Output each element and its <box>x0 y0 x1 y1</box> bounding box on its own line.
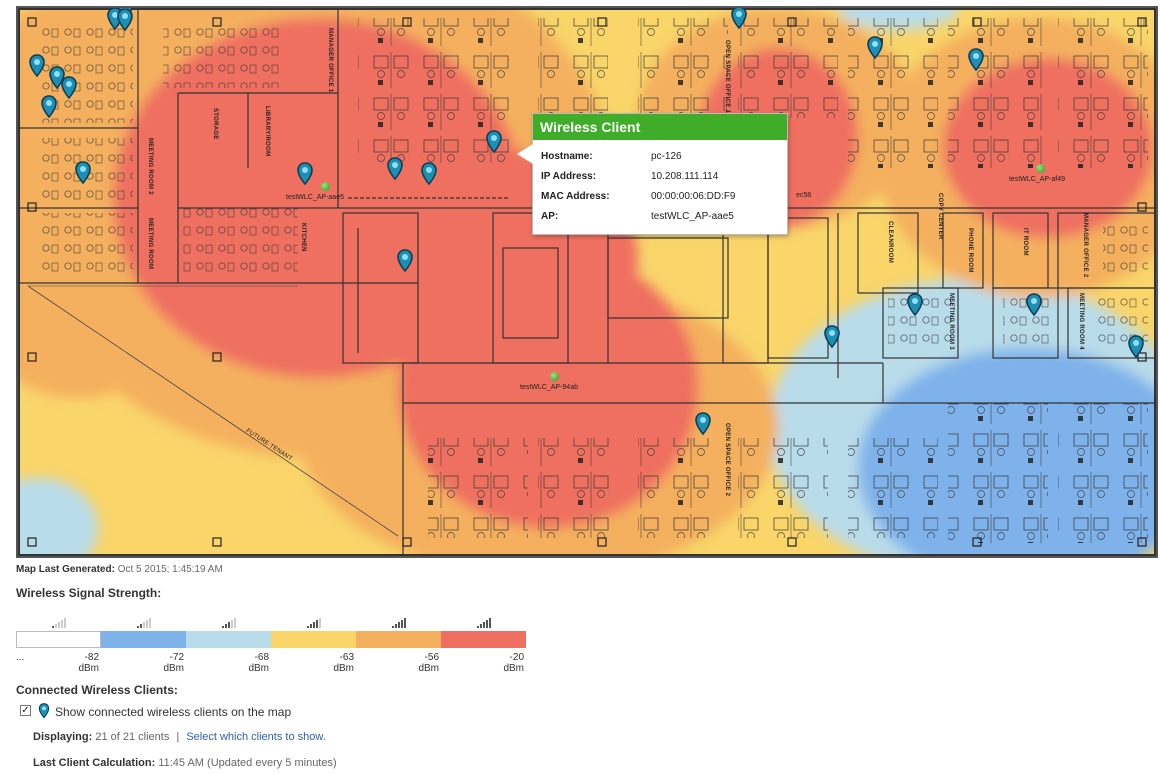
signal-bars-icon <box>477 615 491 628</box>
client-pin-icon[interactable] <box>75 161 91 185</box>
access-point-icon <box>1036 164 1045 173</box>
legend-label: -82 dBm <box>78 652 99 674</box>
legend-swatch <box>271 631 356 648</box>
client-pin-icon[interactable] <box>695 412 711 436</box>
tooltip-title: Wireless Client <box>533 114 787 140</box>
legend-label: -68 dBm <box>248 652 269 674</box>
floor-heatmap[interactable]: MANAGER OFFICE 1 STORAGE LIBRARY/ROOM ME… <box>16 6 1158 558</box>
tooltip-hostname-value: pc-126 <box>651 151 682 162</box>
signal-bars-icon <box>307 615 321 628</box>
client-tooltip: Wireless Client Hostname: pc-126 IP Addr… <box>517 113 788 235</box>
client-pin-icon[interactable] <box>117 8 133 32</box>
last-calc-label: Last Client Calculation: <box>33 757 156 769</box>
tooltip-ip-value: 10.208.111.114 <box>651 171 719 182</box>
tooltip-ap-label: AP: <box>541 211 559 222</box>
client-pin-icon[interactable] <box>41 95 57 119</box>
client-pin-icon[interactable] <box>867 36 883 60</box>
legend-label: -20 dBm <box>503 652 524 674</box>
client-pin-icon[interactable] <box>61 76 77 100</box>
client-pin-icon[interactable] <box>387 157 403 181</box>
legend-swatch <box>16 631 101 648</box>
show-clients-checkbox[interactable]: ✓ <box>20 705 31 716</box>
room-label: MEETING ROOM 2 <box>147 138 153 195</box>
tooltip-mac-label: MAC Address: <box>541 191 610 202</box>
client-pin-icon[interactable] <box>29 54 45 78</box>
access-point-icon <box>550 372 559 381</box>
signal-strength-title: Wireless Signal Strength: <box>16 586 162 600</box>
client-pin-icon[interactable] <box>824 325 840 349</box>
room-label: CLEANROOM <box>887 221 893 264</box>
legend-label: -72 dBm <box>163 652 184 674</box>
client-pin-icon[interactable] <box>1128 335 1144 359</box>
connected-clients-title: Connected Wireless Clients: <box>16 683 178 697</box>
room-label: OPEN SPACE OFFICE 2 <box>724 423 730 497</box>
room-label: STORAGE <box>212 108 218 140</box>
client-pin-icon[interactable] <box>968 48 984 72</box>
client-pin-icon[interactable] <box>297 162 313 186</box>
displaying-info: Displaying: 21 of 21 clients | Select wh… <box>33 731 326 743</box>
room-label: PHONE ROOM <box>967 228 973 273</box>
access-point-icon <box>321 182 330 191</box>
displaying-label: Displaying: <box>33 731 93 743</box>
signal-bars-icon <box>222 615 236 628</box>
legend-swatch <box>356 631 441 648</box>
tooltip-ap-value: testWLC_AP-aae5 <box>651 211 734 222</box>
room-label: MANAGER OFFICE 1 <box>327 28 333 93</box>
client-pin-icon[interactable] <box>421 162 437 186</box>
client-pin-icon[interactable] <box>49 66 65 90</box>
last-calculation-info: Last Client Calculation: 11:45 AM (Updat… <box>33 757 337 769</box>
map-generated-label: Map Last Generated: <box>16 564 115 575</box>
room-label: MEETING ROOM <box>147 218 153 270</box>
legend-label: ... <box>16 652 25 663</box>
tooltip-arrow <box>517 144 533 164</box>
legend-swatch <box>101 631 186 648</box>
client-pin-icon[interactable] <box>907 293 923 317</box>
room-label: IT ROOM <box>1022 228 1028 256</box>
room-label: MEETING ROOM 4 <box>1078 293 1084 350</box>
room-label: COPY CENTER <box>937 193 943 240</box>
legend-label: -63 dBm <box>333 652 354 674</box>
access-point-partial-label: ec58 <box>796 192 812 199</box>
show-clients-label[interactable]: Show connected wireless clients on the m… <box>55 705 292 719</box>
legend-swatch <box>186 631 271 648</box>
access-point-label: testWLC_AP-af49 <box>1008 176 1066 183</box>
signal-bars-icon <box>52 615 66 628</box>
signal-bars-icon <box>392 615 406 628</box>
client-pin-icon <box>38 703 50 719</box>
separator: | <box>176 731 180 743</box>
tooltip-hostname-label: Hostname: <box>541 151 593 162</box>
room-label: MANAGER OFFICE 2 <box>1082 213 1088 278</box>
room-label: MEETING ROOM 3 <box>948 293 954 350</box>
displaying-value: 21 of 21 clients <box>95 731 170 743</box>
client-pin-icon[interactable] <box>397 249 413 273</box>
client-pin-icon[interactable] <box>731 8 747 30</box>
legend-swatch <box>441 631 526 648</box>
map-generated-info: Map Last Generated: Oct 5 2015; 1:45:19 … <box>16 564 223 575</box>
room-label: LIBRARY/ROOM <box>264 106 270 157</box>
room-label: OPEN SPACE OFFICE 1 <box>724 40 730 114</box>
room-label: KITCHEN <box>300 223 306 252</box>
tooltip-mac-value: 00:00:00:06:DD:F9 <box>651 191 736 202</box>
tooltip-ip-label: IP Address: <box>541 171 597 182</box>
client-pin-icon[interactable] <box>486 130 502 154</box>
select-clients-link[interactable]: Select which clients to show. <box>186 731 326 743</box>
client-pin-icon[interactable] <box>1026 293 1042 317</box>
access-point-label: testWLC_AP-94ab <box>520 384 578 391</box>
signal-bars-icon <box>137 615 151 628</box>
map-generated-value: Oct 5 2015; 1:45:19 AM <box>117 564 223 575</box>
access-point-label: testWLC_AP-aae5 <box>286 194 344 201</box>
last-calc-value: 11:45 AM (Updated every 5 minutes) <box>158 757 337 769</box>
legend-label: -56 dBm <box>418 652 439 674</box>
